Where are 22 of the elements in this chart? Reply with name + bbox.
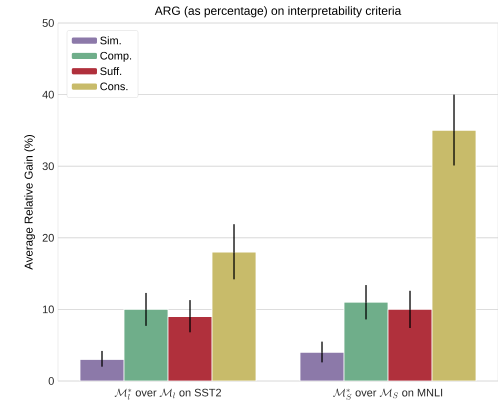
legend-label: Comp. bbox=[100, 52, 132, 62]
bar bbox=[344, 302, 388, 381]
bar bbox=[432, 130, 476, 381]
legend-label: Cons. bbox=[100, 82, 128, 90]
y-axis-title: Average Relative Gain (%) bbox=[24, 135, 35, 270]
y-tick-label: 40 bbox=[42, 90, 54, 98]
chart-title: ARG (as percentage) on interpretability criteria bbox=[154, 6, 402, 18]
bar bbox=[124, 309, 168, 381]
y-tick-label: 10 bbox=[42, 306, 54, 314]
y-tick-label: 30 bbox=[42, 162, 54, 170]
legend-label: Sim. bbox=[100, 36, 121, 44]
y-tick-label: 0 bbox=[48, 377, 54, 385]
x-tick-label: $\mathcal{M}_S^{*}\ \mathrm{over}\ \mathcal{M}_S\ \mathrm{on\ MNLI}$ bbox=[333, 388, 442, 400]
bar bbox=[212, 252, 256, 381]
bar bbox=[388, 309, 432, 381]
bar bbox=[80, 359, 124, 381]
y-tick-label: 20 bbox=[42, 234, 54, 242]
bar bbox=[168, 316, 212, 381]
y-tick-label: 50 bbox=[42, 19, 54, 27]
legend-label: Suff. bbox=[100, 67, 122, 76]
x-tick-label: $\mathcal{M}_l^{*}\ \mathrm{over}\ \mathcal{M}_l\ \mathrm{on\ SST2}$ bbox=[114, 388, 222, 400]
bar bbox=[300, 352, 344, 381]
